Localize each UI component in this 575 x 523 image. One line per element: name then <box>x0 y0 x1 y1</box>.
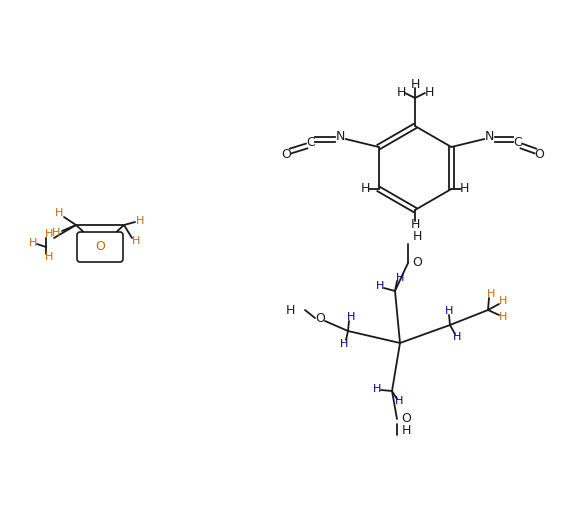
Text: H: H <box>396 85 406 98</box>
Text: H: H <box>459 183 469 196</box>
Text: H: H <box>361 183 370 196</box>
Text: H: H <box>373 384 381 394</box>
Text: C: C <box>513 137 522 150</box>
Text: H: H <box>411 218 420 231</box>
Text: O: O <box>534 149 545 162</box>
Text: H: H <box>376 281 384 291</box>
Text: H: H <box>424 85 434 98</box>
Text: H: H <box>499 312 507 322</box>
Text: C: C <box>306 137 315 150</box>
Text: H: H <box>411 78 420 92</box>
Text: H: H <box>132 236 140 246</box>
Text: H: H <box>395 396 403 406</box>
Text: H: H <box>45 229 53 239</box>
Text: H: H <box>396 273 404 283</box>
Text: O: O <box>282 149 292 162</box>
Text: H: H <box>453 332 461 342</box>
Text: H: H <box>52 228 60 238</box>
Text: O: O <box>401 413 411 426</box>
Text: H: H <box>285 303 295 316</box>
Text: H: H <box>499 296 507 306</box>
Text: H: H <box>340 339 348 349</box>
FancyBboxPatch shape <box>77 232 123 262</box>
Text: H: H <box>29 238 37 248</box>
Text: N: N <box>485 131 494 143</box>
Text: H: H <box>347 312 355 322</box>
Text: N: N <box>336 131 346 143</box>
Text: O: O <box>95 241 105 254</box>
Text: H: H <box>55 208 63 218</box>
Text: H: H <box>136 216 144 226</box>
Text: O: O <box>315 312 325 324</box>
Text: H: H <box>412 231 421 244</box>
Text: H: H <box>487 289 495 299</box>
Text: H: H <box>445 306 453 316</box>
Text: O: O <box>412 256 422 269</box>
Text: H: H <box>45 252 53 262</box>
Text: H: H <box>401 424 411 437</box>
